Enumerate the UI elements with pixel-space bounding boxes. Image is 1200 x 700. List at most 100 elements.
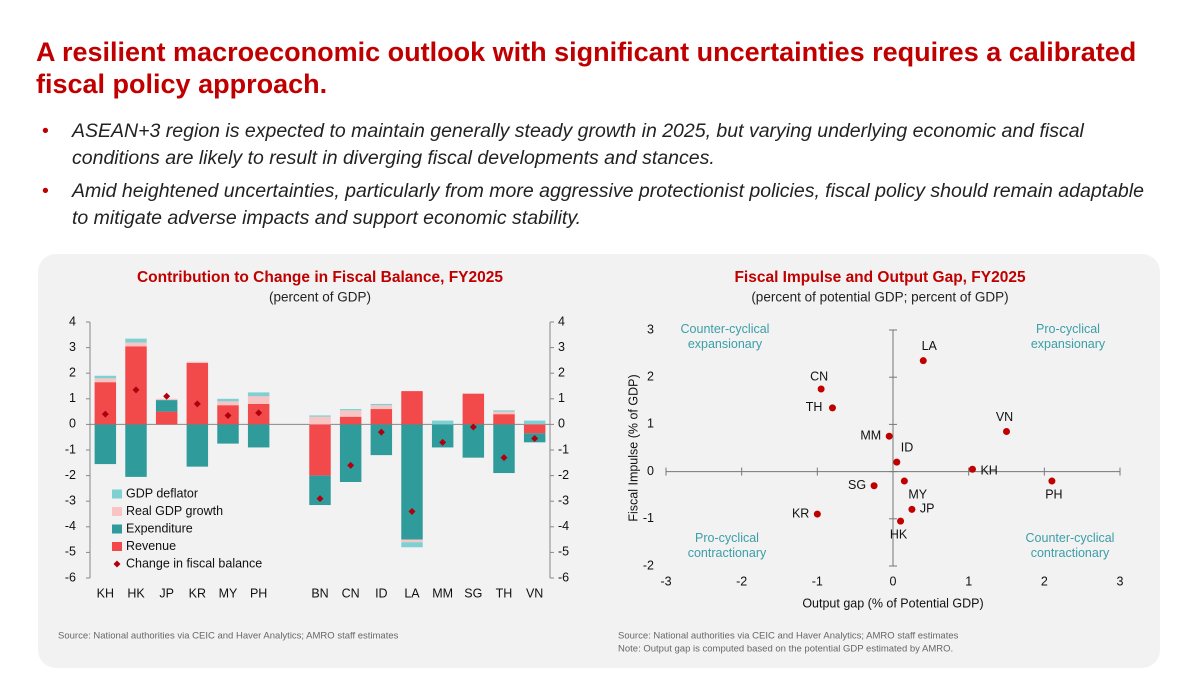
y-tick-label: 2 bbox=[647, 369, 654, 383]
bar-segment bbox=[94, 382, 117, 425]
x-tick-label: 3 bbox=[1117, 574, 1124, 588]
bar-segment bbox=[155, 411, 178, 425]
quadrant-label: Pro-cyclical expansionary bbox=[1031, 322, 1106, 351]
y-tick-label: 0 bbox=[647, 464, 654, 478]
bar-segment bbox=[401, 539, 423, 543]
y-tick-label: 2 bbox=[69, 365, 76, 379]
chart-title: Contribution to Change in Fiscal Balance… bbox=[137, 269, 503, 286]
bar-segment bbox=[431, 424, 454, 448]
change-marker bbox=[224, 411, 232, 419]
bar-segment bbox=[370, 403, 393, 406]
x-tick-label: ID bbox=[375, 586, 388, 600]
legend-label: Revenue bbox=[126, 539, 176, 553]
chart-title: Fiscal Impulse and Output Gap, FY2025 bbox=[734, 269, 1026, 286]
point-label: TH bbox=[806, 400, 823, 414]
y-tick-label: -2 bbox=[643, 558, 654, 572]
bar-segment bbox=[309, 416, 331, 425]
point-label: PH bbox=[1045, 487, 1062, 501]
point bbox=[885, 432, 893, 440]
quadrant-label: Counter-cyclical expansionary bbox=[681, 322, 770, 351]
x-tick-label: KH bbox=[97, 586, 114, 600]
y-tick-label: -1 bbox=[65, 442, 76, 456]
bar-segment bbox=[493, 411, 515, 415]
x-tick-label: TH bbox=[496, 586, 513, 600]
note: Note: Output gap is computed based on th… bbox=[618, 644, 953, 655]
chart-panel bbox=[38, 254, 1160, 668]
y2-tick-label: 0 bbox=[558, 417, 565, 431]
bar-segment bbox=[401, 391, 423, 425]
bar-segment bbox=[94, 424, 117, 465]
x-tick-label: -3 bbox=[660, 574, 671, 588]
legend-label: Expenditure bbox=[126, 521, 193, 535]
bullet: Amid heightened uncertainties, particula… bbox=[40, 178, 1160, 232]
chart-subtitle: (percent of GDP) bbox=[269, 290, 371, 305]
bar-segment bbox=[94, 378, 117, 383]
point bbox=[1003, 427, 1010, 435]
point-label: SG bbox=[848, 478, 866, 492]
x-tick-label: MM bbox=[432, 586, 453, 600]
y-tick-label: 1 bbox=[69, 391, 76, 405]
y2-tick-label: -4 bbox=[558, 519, 569, 533]
y2-tick-label: 4 bbox=[558, 314, 565, 328]
change-marker bbox=[255, 409, 263, 417]
bar-segment bbox=[339, 410, 362, 417]
x-tick-label: -1 bbox=[812, 574, 823, 588]
bar-segment bbox=[94, 375, 117, 379]
x-axis-label: Output gap (% of Potential GDP) bbox=[802, 596, 983, 610]
point bbox=[968, 465, 976, 473]
change-marker bbox=[408, 507, 416, 515]
y-axis-label: Fiscal Impulse (% of GDP) bbox=[626, 374, 640, 521]
bar-segment bbox=[186, 362, 209, 425]
x-tick-label: LA bbox=[404, 586, 420, 600]
bar-segment bbox=[462, 424, 485, 458]
legend-label: Change in fiscal balance bbox=[126, 556, 262, 570]
bar-segment bbox=[125, 338, 147, 343]
bar-segment bbox=[370, 409, 393, 425]
y2-tick-label: -1 bbox=[558, 442, 569, 456]
legend-swatch bbox=[112, 524, 122, 534]
change-marker bbox=[193, 400, 201, 408]
point-label: HK bbox=[890, 527, 908, 541]
point bbox=[817, 385, 825, 393]
point bbox=[908, 505, 916, 513]
point-label: MM bbox=[860, 428, 881, 442]
quadrant-label: Counter-cyclical contractionary bbox=[1026, 531, 1115, 560]
change-marker bbox=[377, 428, 385, 436]
y-tick-label: -6 bbox=[65, 570, 76, 584]
bar-segment bbox=[217, 424, 239, 444]
y2-tick-label: 3 bbox=[558, 340, 565, 354]
change-marker bbox=[163, 392, 171, 400]
bar-segment bbox=[339, 416, 362, 425]
bar-segment bbox=[523, 424, 546, 434]
bar-segment bbox=[309, 475, 331, 506]
y2-tick-label: -6 bbox=[558, 570, 569, 584]
change-marker bbox=[101, 410, 109, 418]
bar-segment bbox=[125, 342, 147, 347]
y2-tick-label: -5 bbox=[558, 545, 569, 559]
y-tick-label: -2 bbox=[65, 468, 76, 482]
point-label: VN bbox=[996, 410, 1013, 424]
point bbox=[870, 482, 878, 490]
y-tick-label: 1 bbox=[647, 417, 654, 431]
point bbox=[919, 357, 927, 365]
change-marker bbox=[531, 434, 539, 442]
bar-segment bbox=[523, 420, 546, 425]
x-tick-label: VN bbox=[526, 586, 543, 600]
bar-segment bbox=[247, 424, 270, 448]
bullet: ASEAN+3 region is expected to maintain g… bbox=[40, 118, 1160, 172]
bar-segment bbox=[217, 398, 239, 402]
bar-segment bbox=[339, 409, 362, 411]
bar-segment bbox=[186, 424, 209, 467]
x-tick-label: PH bbox=[250, 586, 267, 600]
y-tick-label: -1 bbox=[643, 511, 654, 525]
bar-segment bbox=[462, 393, 485, 425]
point-label: KR bbox=[792, 506, 809, 520]
bar-segment bbox=[339, 424, 362, 482]
x-tick-label: JP bbox=[159, 586, 174, 600]
bar-segment bbox=[401, 542, 423, 548]
x-tick-label: 1 bbox=[965, 574, 972, 588]
legend-label: Real GDP growth bbox=[126, 504, 223, 518]
y2-tick-label: -3 bbox=[558, 493, 569, 507]
change-marker bbox=[347, 461, 355, 469]
bar-segment bbox=[217, 401, 239, 406]
